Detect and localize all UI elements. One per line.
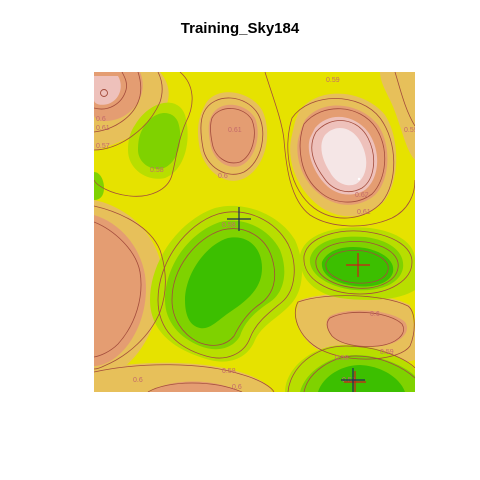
contour-line bbox=[94, 72, 127, 110]
peak-dot bbox=[357, 177, 361, 181]
contour-line bbox=[294, 295, 415, 360]
contour-line bbox=[200, 97, 264, 175]
contour-label: 0.6 bbox=[218, 173, 228, 180]
contour-label: 0.61 bbox=[357, 209, 371, 216]
contour-label: 0.59 bbox=[404, 127, 418, 134]
contour-lines bbox=[94, 72, 415, 392]
contour-line bbox=[94, 221, 142, 358]
region-bottom-warm bbox=[94, 362, 272, 392]
contour-line bbox=[94, 205, 166, 370]
contour-label: 0.62 bbox=[355, 192, 369, 199]
contour-line bbox=[287, 345, 415, 392]
contour-label: 0.6 bbox=[232, 384, 242, 391]
contour-line bbox=[287, 98, 395, 219]
contour-label: 0.6 bbox=[96, 116, 106, 123]
region-center-green-dark bbox=[185, 237, 262, 329]
contour-label: 0.61 bbox=[96, 125, 110, 132]
region-tl-peak bbox=[94, 76, 121, 105]
contour-line bbox=[315, 241, 399, 289]
heatmap-field: 0.6 0.61 0.57 0.59 0.61 0.6 0.58 0.62 0.… bbox=[94, 72, 418, 392]
contour-label: 0.59 bbox=[326, 77, 340, 84]
contour-line bbox=[94, 72, 142, 133]
contour-label: 0.6 bbox=[370, 311, 380, 318]
cross-black-2 bbox=[341, 368, 365, 392]
cross-red-1 bbox=[346, 253, 370, 277]
contour-line bbox=[311, 120, 375, 192]
contour-label: 0.6 bbox=[133, 377, 143, 384]
contour-line bbox=[303, 355, 415, 392]
region-top-left-green2 bbox=[138, 112, 181, 169]
region-top-mid2 bbox=[208, 104, 258, 167]
contour-label: 0.58 bbox=[150, 167, 164, 174]
contour-line bbox=[147, 382, 243, 392]
chart-title: Training_Sky184 bbox=[180, 20, 300, 37]
region-bottom-right-green-dark bbox=[318, 365, 405, 392]
region-left-edge-green bbox=[94, 172, 104, 200]
contour-line bbox=[210, 108, 255, 164]
contour-line bbox=[264, 72, 415, 227]
contour-line bbox=[325, 250, 389, 284]
contour-label: 0.58 bbox=[222, 222, 236, 229]
contour-line bbox=[94, 364, 275, 392]
peak-marker bbox=[100, 89, 361, 181]
contour-line bbox=[171, 228, 276, 346]
contour-line bbox=[157, 211, 295, 359]
contour-label: 0.57 bbox=[96, 143, 110, 150]
cross-red-2 bbox=[344, 371, 366, 392]
contour-line bbox=[94, 72, 163, 151]
contour-line bbox=[299, 108, 386, 203]
contour-label: 0.58 bbox=[222, 368, 236, 375]
contour-line bbox=[326, 312, 404, 347]
contour-label: 0.61 bbox=[228, 127, 242, 134]
contour-label: 0.59 bbox=[380, 349, 394, 356]
region-right-mid-salmon bbox=[326, 310, 408, 347]
contour-label: 0.58 bbox=[335, 355, 349, 362]
peak-circle bbox=[100, 89, 108, 97]
cross-black bbox=[227, 207, 251, 231]
contour-line bbox=[394, 72, 415, 127]
region-right-pale bbox=[321, 127, 367, 186]
cross-markers bbox=[227, 207, 370, 392]
contour-line bbox=[94, 72, 193, 197]
region-left-salmon bbox=[94, 215, 146, 366]
contour-line bbox=[303, 230, 413, 295]
region-top-right-edge bbox=[380, 72, 415, 160]
